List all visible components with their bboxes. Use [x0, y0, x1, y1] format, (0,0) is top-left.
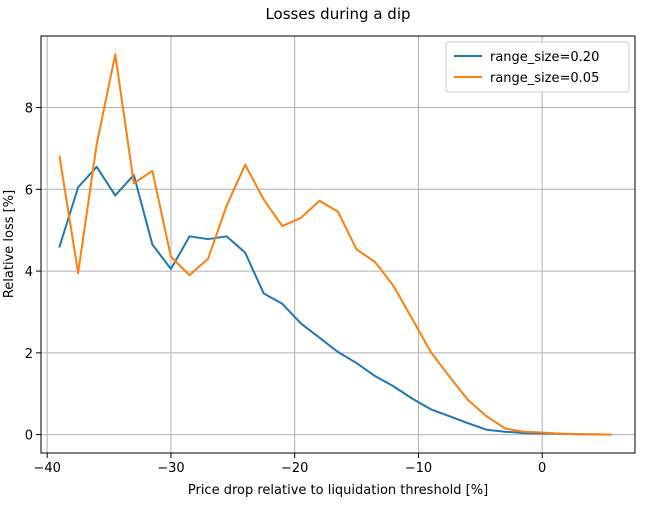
tick-layer: −40 −30 −20 −10 0 0 2 4 6 8: [25, 102, 547, 476]
y-tick-label: 8: [25, 102, 33, 117]
y-tick-label: 0: [25, 429, 33, 444]
legend-box: [445, 41, 630, 93]
grid-layer: [41, 36, 635, 453]
x-tick-label: −30: [157, 461, 184, 476]
y-tick-label: 6: [25, 183, 33, 198]
x-tick-label: −10: [405, 461, 432, 476]
chart-title: Losses during a dip: [265, 5, 410, 23]
y-axis-label: Relative loss [%]: [2, 190, 17, 298]
series-layer: [58, 53, 612, 436]
x-tick-label: 0: [538, 461, 546, 476]
legend: range_size=0.20 range_size=0.05: [445, 41, 630, 93]
legend-label-series-1: range_size=0.20: [490, 50, 599, 65]
plot-frame: [40, 35, 636, 454]
series-line-1: [58, 165, 612, 436]
series-line-2: [58, 53, 612, 436]
legend-label-series-2: range_size=0.05: [490, 71, 599, 86]
y-tick-label: 2: [25, 347, 33, 362]
x-axis-label: Price drop relative to liquidation thres…: [188, 483, 488, 498]
x-tick-label: −40: [33, 461, 60, 476]
x-tick-label: −20: [281, 461, 308, 476]
y-tick-label: 4: [25, 265, 33, 280]
